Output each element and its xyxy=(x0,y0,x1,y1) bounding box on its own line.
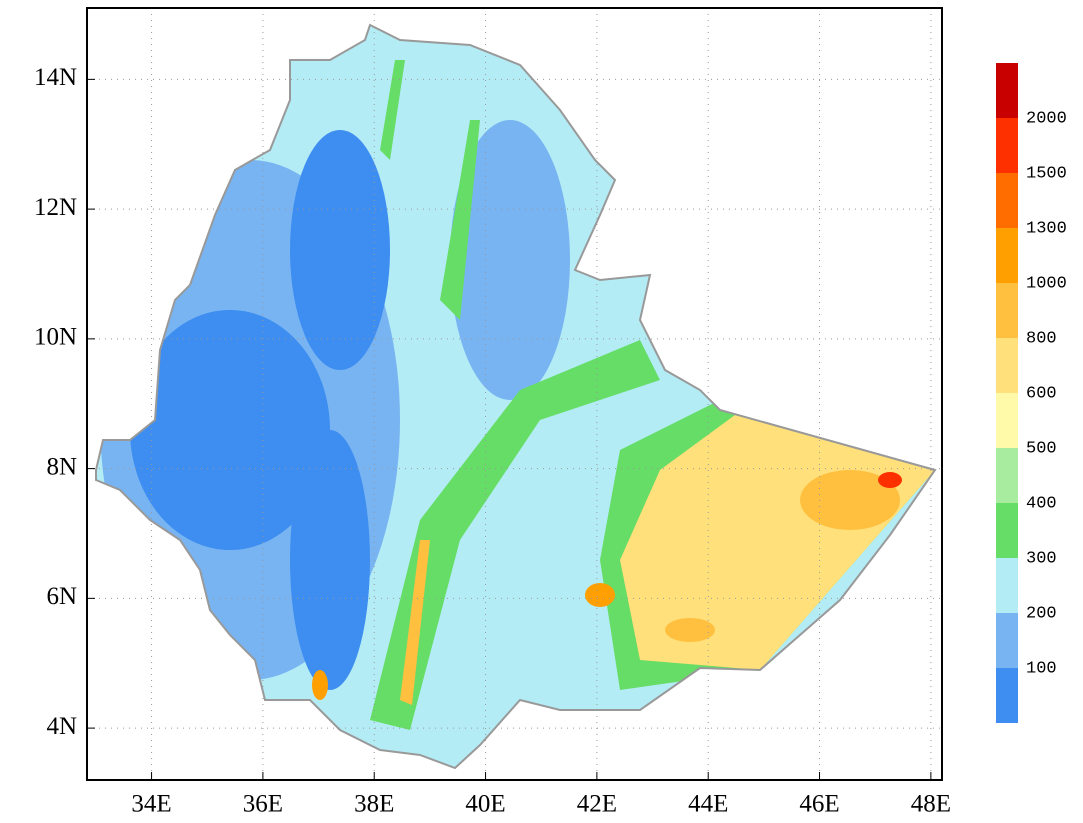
colorbar-box xyxy=(996,668,1018,723)
colorbar-box xyxy=(996,613,1018,668)
colorbar-label: 500 xyxy=(1026,439,1057,458)
colorbar-label: 1300 xyxy=(1026,219,1067,238)
colorbar-box xyxy=(996,118,1018,173)
colorbar-label: 300 xyxy=(1026,549,1057,568)
y-tick-label: 10N xyxy=(34,324,77,351)
x-tick-label: 40E xyxy=(465,791,505,818)
x-tick-label: 46E xyxy=(799,791,839,818)
colorbar-box xyxy=(996,338,1018,393)
contour-field xyxy=(80,0,950,790)
colorbar-box xyxy=(996,228,1018,283)
colorbar-box xyxy=(996,173,1018,228)
x-tick-label: 34E xyxy=(131,791,171,818)
colorbar-box xyxy=(996,393,1018,448)
x-tick-label: 36E xyxy=(243,791,283,818)
colorbar-label: 600 xyxy=(1026,384,1057,403)
colorbar-box xyxy=(996,63,1018,118)
map-figure: 34E 36E 38E 40E 42E 44E 46E 48E 4N 6N 8N 10N 12N 14N 1… xyxy=(0,0,1083,823)
x-tick-label: 44E xyxy=(688,791,728,818)
colorbar-label: 200 xyxy=(1026,604,1057,623)
y-tick-label: 14N xyxy=(34,64,77,91)
x-tick-label: 42E xyxy=(577,791,617,818)
y-tick-label: 8N xyxy=(46,453,77,480)
colorbar-box xyxy=(996,448,1018,503)
colorbar-label: 800 xyxy=(1026,329,1057,348)
colorbar-box xyxy=(996,558,1018,613)
x-tick-label: 48E xyxy=(911,791,951,818)
colorbar-box xyxy=(996,503,1018,558)
colorbar-label: 1500 xyxy=(1026,164,1067,183)
colorbar-label: 100 xyxy=(1026,659,1057,678)
colorbar-label: 2000 xyxy=(1026,109,1067,128)
colorbar-label: 400 xyxy=(1026,494,1057,513)
y-tick-label: 6N xyxy=(46,583,77,610)
y-tick-label: 4N xyxy=(46,713,77,740)
colorbar-label: 1000 xyxy=(1026,274,1067,293)
x-tick-label: 38E xyxy=(354,791,394,818)
y-tick-label: 12N xyxy=(34,194,77,221)
colorbar-box xyxy=(996,283,1018,338)
